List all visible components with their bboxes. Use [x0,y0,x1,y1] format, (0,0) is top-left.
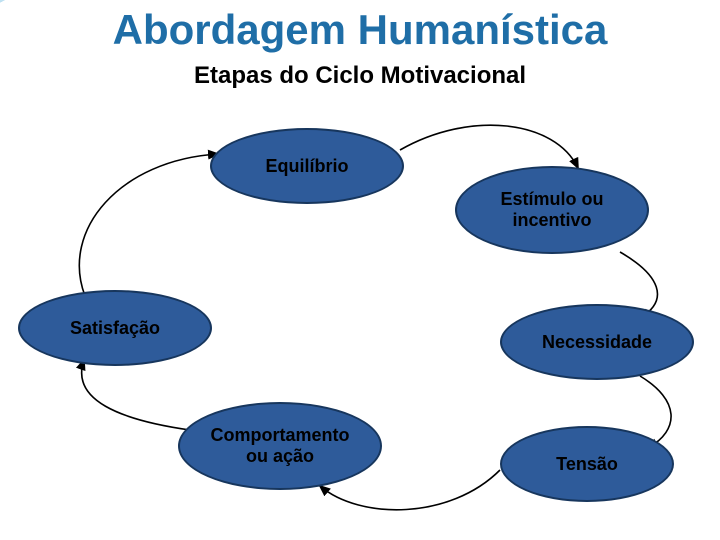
node-label: Equilíbrio [260,156,355,177]
cycle-arrow [82,360,190,430]
node-estimulo: Estímulo ouincentivo [455,166,649,254]
slide-stage: Abordagem Humanística Etapas do Ciclo Mo… [0,0,720,540]
slide-subtitle: Etapas do Ciclo Motivacional [0,62,720,90]
cycle-arrow [400,125,578,168]
slide-title: Abordagem Humanística [0,6,720,54]
node-satisfacao: Satisfação [18,290,212,366]
node-label: Necessidade [536,332,658,353]
node-label: Tensão [550,454,624,475]
node-comportamento: Comportamentoou ação [178,402,382,490]
node-label: Comportamentoou ação [205,425,356,466]
node-necessidade: Necessidade [500,304,694,380]
node-label: Satisfação [64,318,166,339]
node-label: Estímulo ouincentivo [495,189,610,230]
node-equilibrio: Equilíbrio [210,128,404,204]
node-tensao: Tensão [500,426,674,502]
cycle-arrow [79,154,218,296]
